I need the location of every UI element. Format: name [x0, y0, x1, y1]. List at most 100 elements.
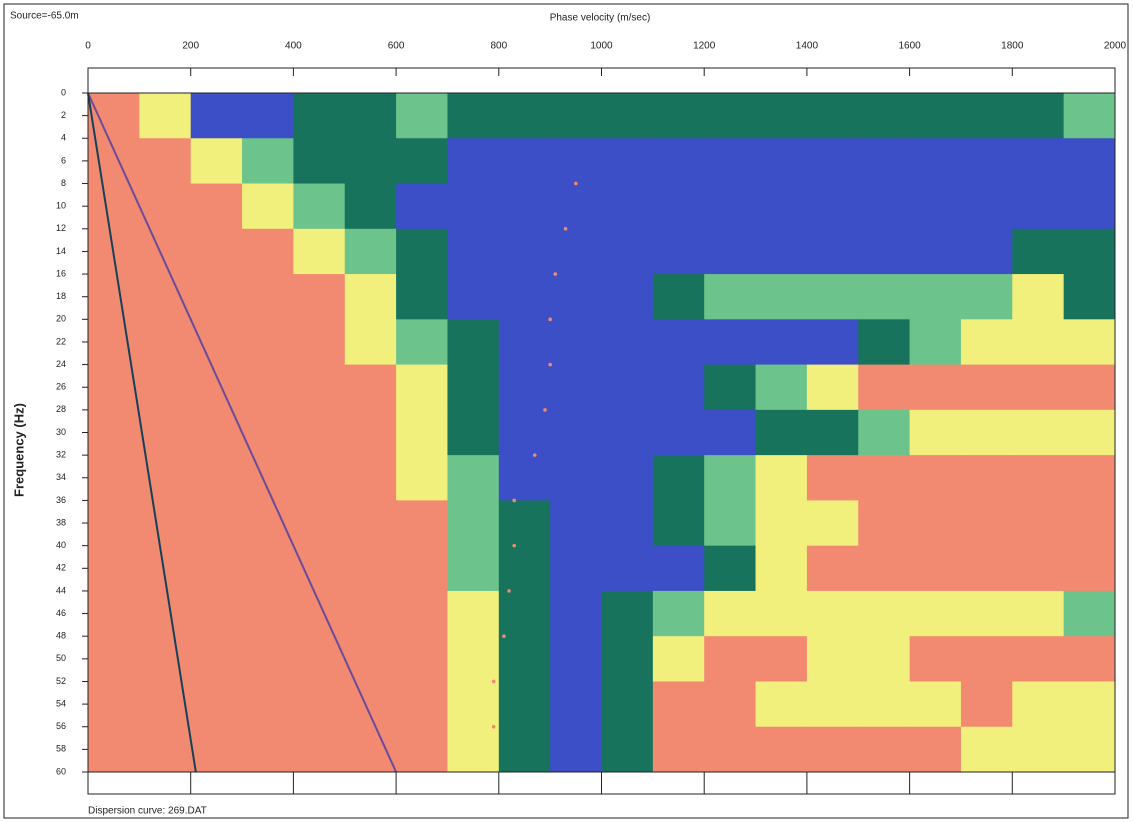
heat-cell: [139, 183, 192, 230]
heat-cell: [755, 364, 808, 411]
heat-cell: [755, 409, 808, 456]
heat-cell: [1063, 409, 1116, 456]
dispersion-point: [507, 589, 511, 593]
dispersion-point: [548, 317, 552, 322]
heat-cell: [396, 726, 448, 773]
heat-cell: [498, 274, 551, 320]
heat-cell: [242, 138, 294, 185]
heat-cell: [1063, 319, 1116, 366]
heat-cell: [601, 455, 654, 501]
heat-cell: [601, 636, 654, 682]
heat-cell: [1012, 409, 1065, 456]
heat-cell: [139, 409, 192, 456]
heat-cell: [1063, 500, 1116, 547]
heat-cell: [447, 274, 500, 320]
heat-cell: [1063, 228, 1116, 275]
y-tick-label: 28: [56, 404, 66, 414]
heat-cell: [755, 590, 808, 637]
x-tick-label: 600: [388, 41, 405, 52]
heat-cell: [396, 319, 448, 366]
heat-cell: [293, 500, 346, 547]
heat-cell: [755, 228, 808, 275]
heat-cell: [652, 500, 705, 547]
y-axis-label: Frequency (Hz): [11, 403, 26, 497]
y-tick-label: 42: [56, 563, 66, 573]
y-tick-label: 50: [56, 653, 66, 663]
heat-cell: [909, 500, 962, 547]
heat-cell: [190, 681, 243, 728]
guide-line: [87, 92, 398, 773]
y-tick-label: 56: [56, 721, 66, 731]
y-tick-label: 60: [56, 766, 66, 776]
heat-cell: [344, 681, 397, 728]
x-tick-label: 0: [85, 41, 91, 52]
heat-cell: [858, 274, 911, 320]
heat-cell: [960, 636, 1013, 682]
heat-cell: [344, 455, 397, 501]
heat-cell: [1012, 636, 1065, 682]
heat-cell: [601, 590, 654, 637]
heat-cell: [1063, 455, 1116, 501]
heat-cell: [858, 455, 911, 501]
heat-cell: [704, 409, 757, 456]
heat-cell: [960, 93, 1013, 139]
heat-cell: [755, 274, 808, 320]
dispersion-point: [574, 181, 578, 186]
heat-cell: [960, 138, 1013, 185]
heat-cell: [396, 93, 448, 139]
heat-cell: [344, 545, 397, 592]
heat-cell: [652, 364, 705, 411]
heat-cell: [960, 183, 1013, 230]
heat-cell: [242, 409, 294, 456]
heat-cell: [550, 228, 602, 275]
y-tick-label: 26: [56, 382, 66, 392]
x-tick-label: 1600: [898, 41, 921, 52]
x-tick-label: 2000: [1104, 41, 1127, 52]
heat-cell: [139, 726, 192, 773]
heat-cell: [344, 138, 397, 185]
heat-cell: [960, 590, 1013, 637]
heat-cell: [498, 138, 551, 185]
heat-cell: [242, 726, 294, 773]
heat-cell: [1012, 93, 1065, 139]
heat-cell: [652, 455, 705, 501]
heat-cell: [242, 228, 294, 275]
heat-cell: [909, 183, 962, 230]
heat-cell: [293, 409, 346, 456]
y-tick-label: 12: [56, 223, 66, 233]
heat-cell: [344, 93, 397, 139]
heat-cell: [960, 228, 1013, 275]
heat-cell: [858, 636, 911, 682]
heat-cell: [909, 545, 962, 592]
heat-cell: [550, 636, 602, 682]
heat-cell: [1012, 138, 1065, 185]
heat-cell: [960, 500, 1013, 547]
heat-cell: [1012, 319, 1065, 366]
heat-cell: [806, 500, 859, 547]
heat-cell: [88, 93, 140, 139]
y-tick-label: 38: [56, 517, 66, 527]
heat-cell: [1063, 636, 1116, 682]
heat-cell: [806, 726, 859, 773]
heat-cell: [806, 409, 859, 456]
guide-line: [87, 92, 197, 773]
x-tick-label: 800: [490, 41, 507, 52]
heat-cell: [88, 364, 140, 411]
heat-cell: [960, 319, 1013, 366]
heat-cell: [498, 590, 551, 637]
heat-cell: [447, 319, 500, 366]
x-tick-label: 1200: [693, 41, 716, 52]
heat-cell: [344, 636, 397, 682]
heat-cell: [293, 364, 346, 411]
y-tick-label: 2: [61, 110, 66, 120]
heat-cell: [447, 590, 500, 637]
source-label: Source=-65.0m: [10, 11, 79, 22]
heat-cell: [190, 274, 243, 320]
heat-cell: [704, 93, 757, 139]
heat-cell: [858, 726, 911, 773]
heat-cell: [960, 455, 1013, 501]
heat-cell: [1063, 726, 1116, 773]
heat-cell: [447, 409, 500, 456]
heat-cell: [293, 590, 346, 637]
heat-cell: [139, 228, 192, 275]
